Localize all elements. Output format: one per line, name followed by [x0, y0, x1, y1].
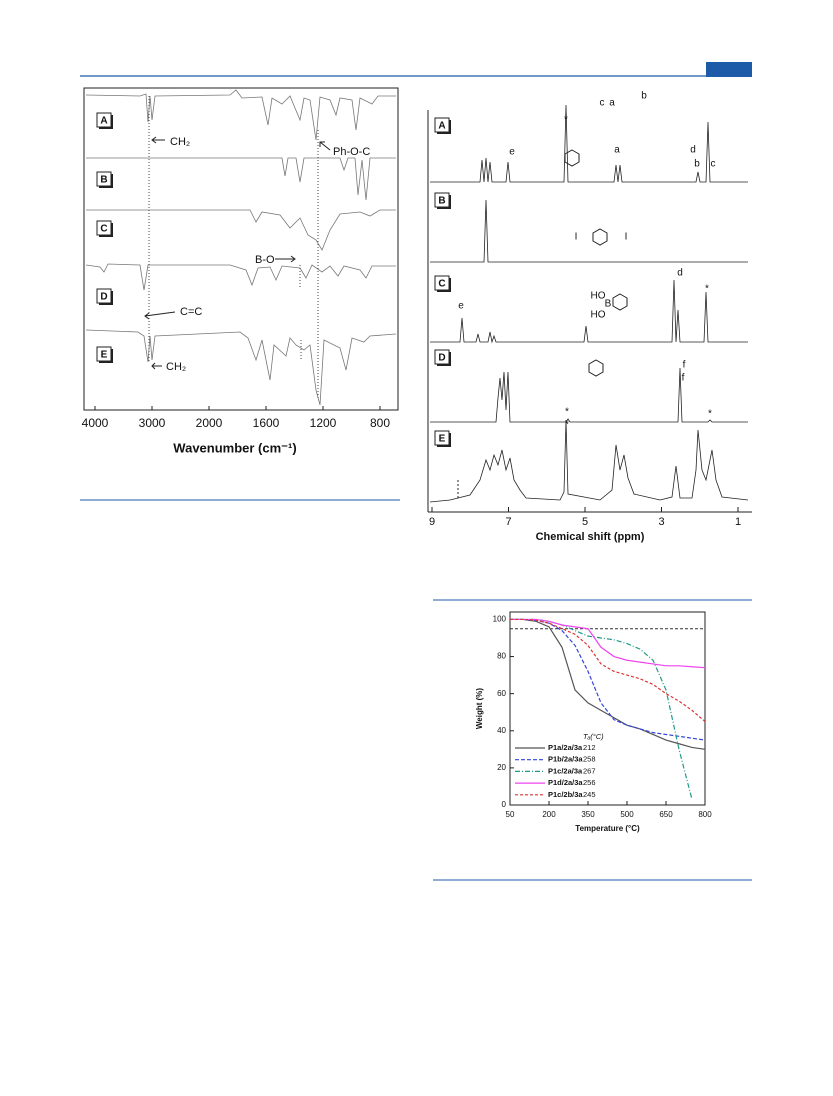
nmr-spectra — [429, 104, 749, 503]
annotation: B — [605, 299, 612, 310]
x-tick-label: 800 — [370, 416, 390, 430]
legend-title: Tₐ(°C) — [583, 732, 604, 741]
legend-td: 212 — [583, 743, 596, 752]
x-tick-label: 800 — [698, 810, 712, 819]
x-tick-label: 350 — [581, 810, 595, 819]
annotation: B-O — [255, 254, 275, 266]
annotation: I — [625, 232, 628, 243]
annotation: a — [609, 98, 615, 109]
legend-label: P1a/2a/3a — [548, 743, 583, 752]
annotation: d — [690, 145, 696, 156]
annotation: CH₂ — [166, 361, 186, 373]
panel-box — [96, 346, 112, 362]
annotation: b — [641, 91, 647, 102]
annotation: * — [705, 284, 709, 295]
x-axis-label: Temperature (°C) — [575, 824, 640, 833]
panel-box — [434, 275, 450, 291]
series-line — [510, 618, 706, 750]
panel-label: B — [100, 175, 107, 186]
panel-label: A — [100, 116, 107, 127]
x-tick-label: 9 — [429, 516, 435, 528]
y-axis-label: Weight (%) — [475, 688, 484, 730]
series-line — [510, 618, 706, 741]
x-tick-label: 4000 — [82, 416, 109, 430]
x-tick-label: 5 — [582, 516, 588, 528]
x-tick-label: 1 — [735, 516, 741, 528]
series-line — [510, 618, 706, 722]
header-tab — [706, 62, 752, 77]
x-tick-label: 3000 — [139, 416, 166, 430]
panel-label: B — [438, 196, 445, 207]
panel-box — [434, 349, 450, 365]
annotation: e — [509, 147, 515, 158]
x-tick-label: 7 — [505, 516, 511, 528]
x-tick-label: 650 — [659, 810, 673, 819]
annotation: I — [575, 232, 578, 243]
legend-label: P1c/2b/3a — [548, 790, 583, 799]
panel-box — [434, 192, 450, 208]
y-tick-label: 20 — [497, 763, 506, 772]
annotation: C=C — [180, 306, 202, 318]
annotation: f — [683, 360, 686, 371]
annotation: * — [565, 407, 569, 418]
x-axis-label: Chemical shift (ppm) — [536, 531, 645, 543]
panel-label: E — [101, 350, 108, 361]
panel-box — [434, 430, 450, 446]
y-tick-label: 40 — [497, 726, 506, 735]
annotation: * — [565, 420, 569, 431]
annotation: e — [458, 301, 464, 312]
panel-label: E — [439, 434, 446, 445]
legend-label: P1b/2a/3a — [548, 755, 583, 764]
y-tick-label: 80 — [497, 652, 506, 661]
panel-box — [96, 171, 112, 187]
panel-label: D — [438, 353, 445, 364]
legend-td: 245 — [583, 790, 596, 799]
annotation: f — [682, 373, 685, 384]
legend-label: P1c/2a/3a — [548, 766, 583, 775]
panel-label: C — [100, 224, 107, 235]
panel-box — [96, 112, 112, 128]
tga-figure: 50 200 350 500 650 800 0 20 40 60 80 100 Temperature… — [475, 611, 712, 833]
legend-td: 267 — [583, 766, 596, 775]
panel-label: D — [100, 292, 107, 303]
annotation: HO — [591, 310, 606, 321]
x-tick-label: 2000 — [196, 416, 223, 430]
ftir-spectra — [85, 89, 397, 406]
panel-box — [434, 117, 450, 133]
y-tick-label: 60 — [497, 689, 506, 698]
x-tick-label: 50 — [506, 810, 515, 819]
annotation: Ph-O-C — [333, 146, 370, 158]
legend-label: P1d/2a/3a — [548, 778, 583, 787]
panel-label: C — [438, 279, 445, 290]
panel-label: A — [438, 121, 445, 132]
y-tick-label: 0 — [502, 800, 507, 809]
ftir-frame — [83, 87, 399, 411]
series-line — [510, 618, 706, 669]
x-tick-label: 3 — [658, 516, 664, 528]
annotation: d — [677, 268, 683, 279]
ftir-figure: 4000 3000 2000 1600 1200 800 Wavenumber (cm⁻¹)… — [82, 112, 390, 455]
legend-td: 258 — [583, 755, 596, 764]
panel-box — [96, 220, 112, 236]
plot-frame — [509, 611, 706, 806]
x-tick-label: 200 — [542, 810, 556, 819]
annotation: * — [564, 115, 568, 126]
annotation: HO — [591, 291, 606, 302]
annotation: c — [600, 98, 605, 109]
annotation: b — [694, 159, 700, 170]
annotation: * — [708, 409, 712, 420]
legend-td: 256 — [583, 778, 596, 787]
annotation: c — [711, 159, 716, 170]
annotation: a — [614, 145, 620, 156]
x-axis-label: Wavenumber (cm⁻¹) — [173, 440, 296, 455]
panel-box — [96, 288, 112, 304]
x-tick-label: 500 — [620, 810, 634, 819]
y-tick-label: 100 — [493, 615, 507, 624]
annotation: CH₂ — [170, 136, 190, 148]
x-tick-label: 1600 — [253, 416, 280, 430]
x-tick-label: 1200 — [310, 416, 337, 430]
